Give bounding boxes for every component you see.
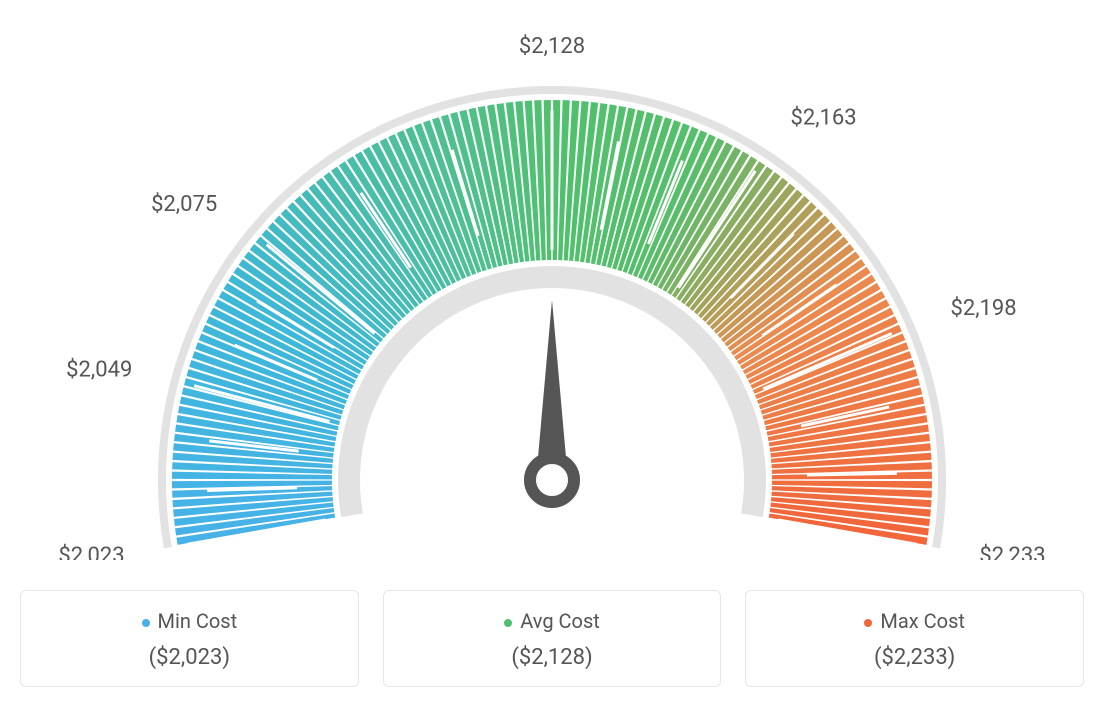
legend-max-value: ($2,233)	[766, 645, 1063, 670]
legend-max-head: Max Cost	[766, 609, 1063, 633]
gauge-chart: $2,023 $2,049 $2,075 $2,128 $2,163 $2,198 $2,2…	[20, 20, 1084, 560]
legend-card-avg: Avg Cost ($2,128)	[383, 590, 722, 687]
legend-avg-label: Avg Cost	[520, 609, 600, 633]
legend-row: Min Cost ($2,023) Avg Cost ($2,128) Max …	[20, 590, 1084, 687]
gauge-tick-label: $2,233	[979, 543, 1045, 560]
legend-avg-head: Avg Cost	[404, 609, 701, 633]
legend-min-head: Min Cost	[41, 609, 338, 633]
legend-avg-value: ($2,128)	[404, 645, 701, 670]
gauge-tick-label: $2,049	[66, 357, 132, 382]
dot-min-icon	[142, 619, 150, 627]
gauge-svg: $2,023 $2,049 $2,075 $2,128 $2,163 $2,198 $2,2…	[52, 20, 1052, 560]
gauge-tick-label: $2,075	[151, 192, 217, 217]
gauge-tick-label: $2,023	[58, 543, 124, 560]
gauge-tick-label: $2,163	[790, 105, 856, 130]
legend-card-max: Max Cost ($2,233)	[745, 590, 1084, 687]
dot-max-icon	[864, 619, 872, 627]
legend-min-label: Min Cost	[158, 609, 238, 633]
legend-min-value: ($2,023)	[41, 645, 338, 670]
dot-avg-icon	[504, 619, 512, 627]
gauge-tick-label: $2,128	[519, 34, 585, 59]
legend-card-min: Min Cost ($2,023)	[20, 590, 359, 687]
gauge-hub	[530, 458, 574, 502]
legend-max-label: Max Cost	[880, 609, 965, 633]
gauge-tick-label: $2,198	[951, 296, 1017, 321]
